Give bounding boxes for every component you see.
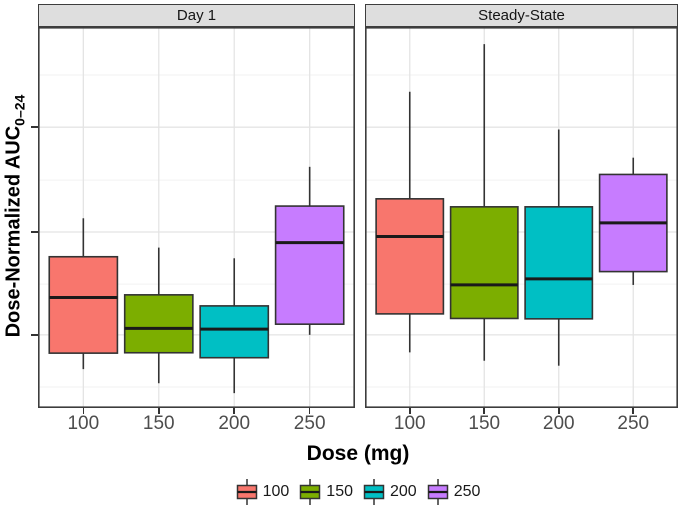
- box-dose-150: [123, 294, 194, 354]
- x-tick-label: 250: [293, 413, 326, 434]
- y-axis-title: Dose-Normalized AUC0–24: [3, 95, 28, 338]
- x-axis-tick: [632, 408, 635, 414]
- x-axis-tick: [557, 408, 560, 414]
- y-axis-title-subscript: 0–24: [11, 94, 28, 126]
- y-axis-tick: [31, 334, 38, 336]
- x-axis-title: Dose (mg): [306, 442, 410, 465]
- box-dose-200: [524, 206, 594, 320]
- panel-border: [365, 27, 678, 408]
- legend-label: 250: [453, 483, 481, 500]
- y-axis-title-text: Dose-Normalized AUC: [2, 125, 25, 338]
- facet-strip-steady-state: Steady-State: [365, 4, 678, 27]
- legend-label: 100: [262, 483, 290, 500]
- x-tick-label: 250: [617, 413, 650, 434]
- x-axis-tick: [408, 408, 411, 414]
- x-axis-tick: [233, 408, 236, 414]
- legend-item-200: 200: [363, 478, 417, 506]
- box-dose-100: [375, 198, 445, 315]
- x-tick-label: 150: [468, 413, 501, 434]
- box-dose-150: [449, 206, 519, 320]
- legend-label: 150: [326, 483, 353, 500]
- facet-strip-day1: Day 1: [38, 4, 355, 27]
- x-tick-label: 200: [218, 413, 251, 434]
- legend-item-150: 150: [299, 478, 353, 506]
- x-tick-label: 100: [393, 413, 426, 434]
- boxplot-key-icon: [427, 479, 448, 505]
- plot-area-steady-state: [365, 27, 678, 408]
- legend: 100 150 200 250: [38, 476, 678, 508]
- box-dose-200: [199, 305, 270, 359]
- plot-area-day1: [38, 27, 355, 408]
- boxplot-key-icon: [236, 479, 257, 505]
- x-axis-tick: [82, 408, 85, 414]
- y-axis-tick: [31, 126, 38, 128]
- legend-item-100: 100: [236, 478, 290, 506]
- x-tick-label: 200: [542, 413, 575, 434]
- x-axis-tick: [483, 408, 486, 414]
- boxplot-key-icon: [300, 479, 321, 505]
- x-tick-label: 100: [67, 413, 100, 434]
- legend-item-250: 250: [427, 478, 481, 506]
- boxplot-key-icon: [363, 479, 385, 505]
- x-axis-tick: [157, 408, 160, 414]
- x-tick-label: 150: [142, 413, 175, 434]
- box-dose-250: [274, 205, 345, 325]
- legend-label: 200: [390, 483, 417, 500]
- box-dose-100: [48, 255, 119, 354]
- y-axis-tick: [31, 231, 38, 233]
- x-axis-tick: [308, 408, 311, 414]
- panel-border: [38, 27, 355, 408]
